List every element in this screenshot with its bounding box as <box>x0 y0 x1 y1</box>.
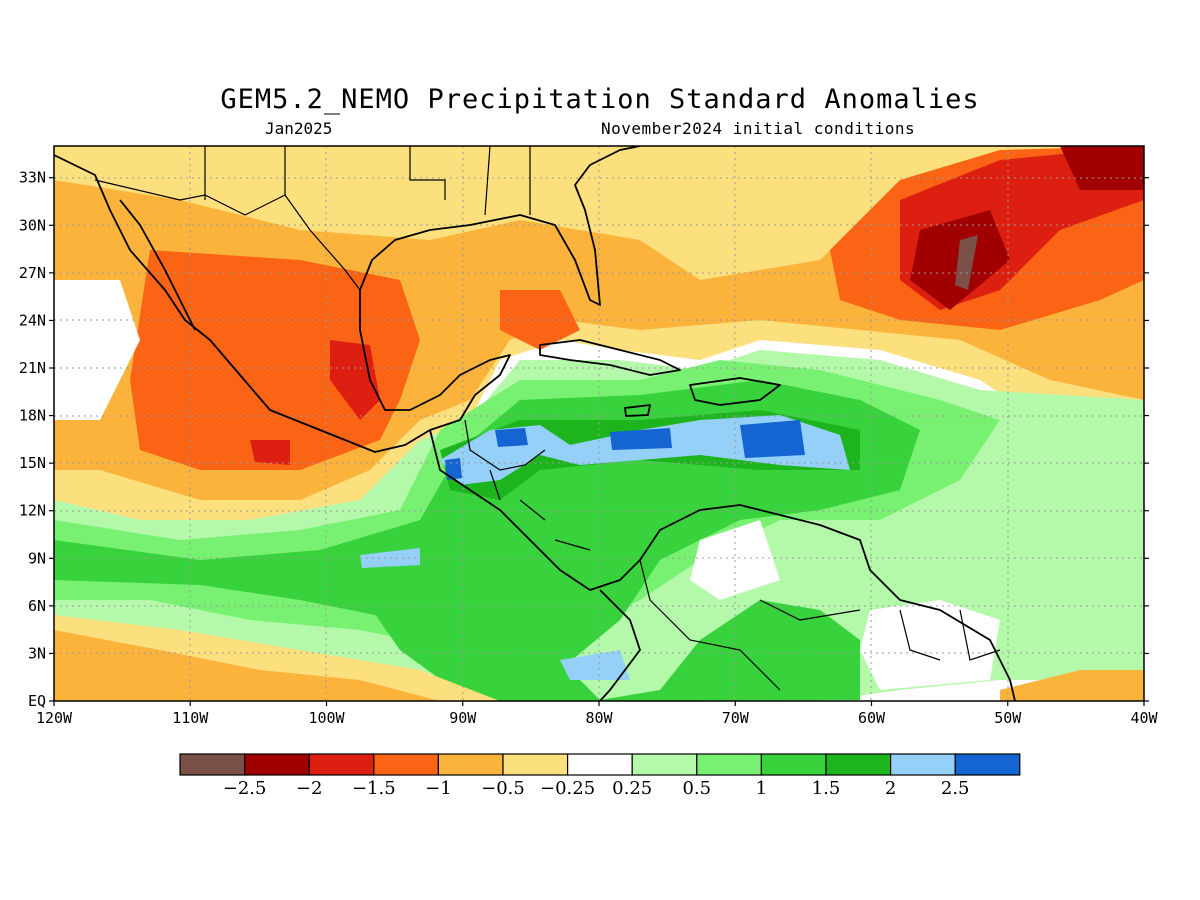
colorbar: −2.5 −2 −1.5 −1 −0.5 −0.25 0.25 0.5 1 1.5 2 2.5 <box>179 753 1021 799</box>
colorbar-swatch <box>566 753 633 776</box>
anomaly-field <box>54 146 1144 701</box>
lon-label: 60W <box>858 709 886 727</box>
lon-label: 70W <box>722 709 750 727</box>
initial-conditions: November2024 initial conditions <box>601 119 916 138</box>
axis-ticks <box>49 177 1149 706</box>
colorbar-label: 0.25 <box>612 778 652 799</box>
forecast-month: Jan2025 <box>265 119 333 138</box>
lat-label: 30N <box>19 216 46 234</box>
colorbar-swatch <box>373 753 439 776</box>
lon-label: 120W <box>36 709 73 727</box>
colorbar-label: 2.5 <box>941 778 970 799</box>
colorbar-label: −2 <box>296 778 323 799</box>
colorbar-label: 1.5 <box>812 778 841 799</box>
lat-label: 6N <box>28 597 46 615</box>
lat-label: 27N <box>19 264 46 282</box>
lat-label: 18N <box>19 407 46 425</box>
colorbar-label: −0.5 <box>481 778 525 799</box>
lon-label: 100W <box>308 709 345 727</box>
lat-label: 24N <box>19 311 46 329</box>
colorbar-label: 0.5 <box>682 778 711 799</box>
colorbar-swatch <box>437 753 504 776</box>
colorbar-label: 1 <box>756 778 767 799</box>
colorbar-label: −2.5 <box>223 778 267 799</box>
colorbar-swatch <box>308 753 375 776</box>
colorbar-swatch <box>825 753 892 776</box>
lat-label: 3N <box>28 644 46 662</box>
colorbar-swatch <box>631 753 698 776</box>
colorbar-label: −1 <box>425 778 452 799</box>
graticule <box>54 146 1144 701</box>
colorbar-swatch <box>502 753 569 776</box>
colorbar-swatch <box>696 753 762 776</box>
lon-label: 110W <box>172 709 209 727</box>
coastlines <box>54 146 1016 701</box>
colorbar-label: −0.25 <box>540 778 595 799</box>
lat-label: 9N <box>28 549 46 567</box>
map-title: GEM5.2_NEMO Precipitation Standard Anoma… <box>220 84 980 115</box>
colorbar-swatch <box>889 753 956 776</box>
lat-label: EQ <box>28 692 46 710</box>
borders <box>94 146 1001 691</box>
lat-label: 12N <box>19 502 46 520</box>
lon-label: 80W <box>585 709 613 727</box>
colorbar-swatch <box>954 753 1021 776</box>
lon-label: 90W <box>449 709 477 727</box>
colorbar-swatch <box>244 753 310 776</box>
colorbar-swatch <box>179 753 246 776</box>
lon-label: 50W <box>994 709 1022 727</box>
lat-label: 21N <box>19 359 46 377</box>
colorbar-swatch <box>760 753 827 776</box>
lat-label: 15N <box>19 454 46 472</box>
lat-label: 33N <box>19 169 46 187</box>
colorbar-label: 2 <box>885 778 896 799</box>
lon-label: 40W <box>1130 709 1158 727</box>
colorbar-label: −1.5 <box>352 778 396 799</box>
